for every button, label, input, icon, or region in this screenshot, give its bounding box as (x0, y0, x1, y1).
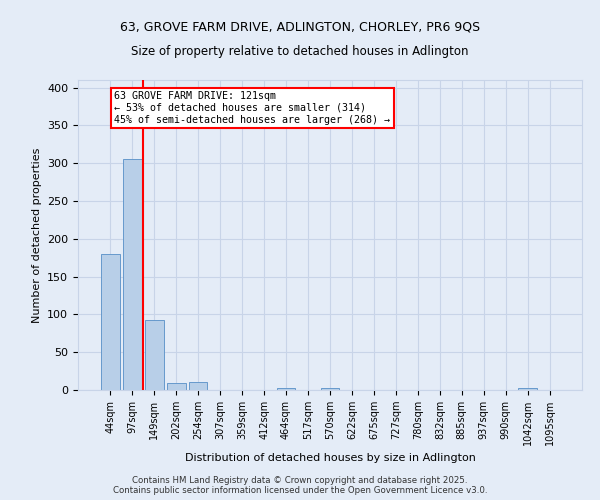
Text: Size of property relative to detached houses in Adlington: Size of property relative to detached ho… (131, 45, 469, 58)
Bar (101, 254, 119, 390)
X-axis label: Distribution of detached houses by size in Adlington: Distribution of detached houses by size … (185, 454, 475, 464)
Bar (518, 388, 537, 390)
Text: 63, GROVE FARM DRIVE, ADLINGTON, CHORLEY, PR6 9QS: 63, GROVE FARM DRIVE, ADLINGTON, CHORLEY… (120, 20, 480, 33)
Bar (189, 382, 208, 390)
Bar (277, 388, 295, 390)
Bar (167, 383, 185, 390)
Bar (145, 320, 164, 390)
Y-axis label: Number of detached properties: Number of detached properties (32, 148, 41, 322)
Text: 63 GROVE FARM DRIVE: 121sqm
← 53% of detached houses are smaller (314)
45% of se: 63 GROVE FARM DRIVE: 121sqm ← 53% of det… (114, 92, 390, 124)
Text: Contains HM Land Registry data © Crown copyright and database right 2025.
Contai: Contains HM Land Registry data © Crown c… (113, 476, 487, 495)
Bar (320, 388, 340, 390)
Bar (123, 160, 142, 390)
